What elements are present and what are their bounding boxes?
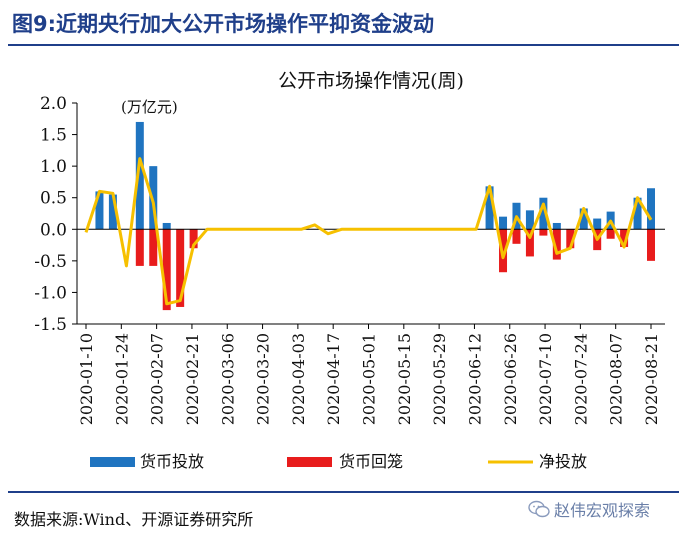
x-tick-label: 2020-04-03 <box>289 333 308 425</box>
legend-label-net: 净投放 <box>539 452 587 471</box>
x-tick-label: 2020-05-29 <box>430 333 449 425</box>
withdraw-bar <box>135 229 144 266</box>
x-tick-label: 2020-08-07 <box>607 333 626 425</box>
withdraw-bar <box>539 229 548 236</box>
withdraw-bar <box>189 229 198 249</box>
x-tick-label: 2020-01-10 <box>77 333 96 425</box>
supply-bar <box>593 218 602 230</box>
withdraw-bar <box>149 229 158 266</box>
supply-bar <box>552 222 561 230</box>
x-tick-label: 2020-05-01 <box>360 333 379 425</box>
legend-label-supply: 货币投放 <box>140 452 204 471</box>
withdraw-bar <box>552 229 561 260</box>
withdraw-bar <box>512 229 521 244</box>
y-tick-label: -1.5 <box>34 315 67 335</box>
x-tick-label: 2020-06-12 <box>465 333 484 425</box>
y-tick-label: 0.0 <box>40 220 67 240</box>
unit-label: (万亿元) <box>121 98 178 116</box>
supply-bar <box>647 188 655 230</box>
withdraw-bar <box>606 229 615 239</box>
figure-label: 图9: <box>12 12 57 36</box>
supply-bar <box>633 197 642 230</box>
y-tick-label: 1.0 <box>40 157 67 177</box>
y-tick-label: 2.0 <box>40 94 67 114</box>
supply-bar <box>579 208 588 230</box>
legend-label-withdraw: 货币回笼 <box>339 452 403 471</box>
header-rule <box>8 44 679 46</box>
x-tick-label: 2020-03-20 <box>254 333 273 425</box>
x-tick-label: 2020-02-21 <box>183 333 202 425</box>
supply-bar <box>525 210 534 230</box>
x-tick-label: 2020-03-06 <box>218 333 237 425</box>
x-tick-label: 2020-07-24 <box>571 333 590 425</box>
footer-rule <box>8 491 679 493</box>
source-note: 数据来源:Wind、开源证券研究所 <box>14 510 254 529</box>
withdraw-bar <box>647 229 655 261</box>
figure-title: 图9:近期央行加大公开市场操作平抑资金波动 <box>12 8 434 38</box>
y-tick-label: 1.5 <box>40 126 67 146</box>
y-tick-label: -1.0 <box>34 283 67 303</box>
supply-bar <box>162 222 171 230</box>
figure-header: 图9:近期央行加大公开市场操作平抑资金波动 <box>0 0 687 46</box>
x-tick-label: 2020-07-10 <box>536 333 555 425</box>
withdraw-bar <box>566 229 575 249</box>
x-tick-label: 2020-05-15 <box>395 333 414 425</box>
supply-bar <box>95 191 104 230</box>
watermark: 赵伟宏观探索 <box>528 496 650 522</box>
figure-title-text: 近期央行加大公开市场操作平抑资金波动 <box>56 12 435 36</box>
supply-bar <box>499 216 508 230</box>
y-tick-label: 0.5 <box>40 189 67 209</box>
legend-swatch-withdraw <box>287 457 332 467</box>
x-tick-label: 2020-02-07 <box>148 333 167 425</box>
withdraw-bar <box>525 229 534 257</box>
chart-title: 公开市场操作情况(周) <box>278 70 464 92</box>
supply-bar <box>539 197 548 230</box>
wechat-icon <box>528 500 550 518</box>
y-tick-label: -0.5 <box>34 252 67 272</box>
x-tick-label: 2020-01-24 <box>112 333 131 425</box>
watermark-text: 赵伟宏观探索 <box>554 501 651 520</box>
withdraw-bar <box>176 229 185 307</box>
net-line <box>84 157 653 306</box>
supply-bar <box>108 194 117 230</box>
withdraw-bar <box>162 229 171 311</box>
x-tick-label: 2020-08-21 <box>642 333 661 425</box>
x-tick-label: 2020-06-26 <box>501 333 520 425</box>
withdraw-bar <box>620 229 629 247</box>
supply-bar <box>135 121 144 230</box>
supply-bar <box>485 186 494 230</box>
legend-swatch-supply <box>90 457 135 467</box>
x-tick-label: 2020-04-17 <box>324 333 343 425</box>
